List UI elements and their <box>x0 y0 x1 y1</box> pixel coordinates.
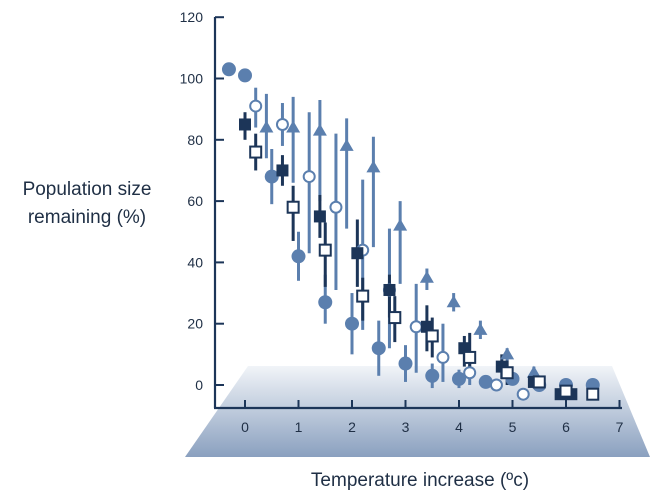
triangle-point <box>526 365 541 378</box>
error-bars-group <box>243 87 536 389</box>
open-square-point <box>425 329 439 343</box>
x-tick-label: 2 <box>348 419 356 435</box>
filled-square-point <box>383 283 396 296</box>
filled-circle-point <box>345 316 359 331</box>
y-tick-label: 40 <box>187 254 203 270</box>
open-square-point <box>388 311 402 325</box>
y-tick-label: 0 <box>195 377 203 393</box>
triangle-point <box>419 270 434 283</box>
open-square-point <box>318 243 332 257</box>
triangle-point <box>339 138 354 151</box>
open-circle-point <box>516 387 530 401</box>
filled-circle-point <box>478 374 493 389</box>
y-axis-title-line-2: remaining (%) <box>27 207 147 228</box>
x-tick-label: 5 <box>509 419 517 435</box>
filled-circle-point <box>238 68 252 83</box>
markers-group <box>221 62 600 401</box>
filled-circle-point <box>398 356 413 371</box>
open-square-point <box>532 375 546 389</box>
y-tick-label: 100 <box>180 71 204 87</box>
filled-square-point <box>276 164 289 177</box>
open-circle-point <box>275 117 289 131</box>
y-axis-title: Population size remaining (%) <box>2 176 172 232</box>
open-square-point <box>463 350 477 364</box>
x-axis-title: Temperature increase (ºc) <box>310 470 530 491</box>
filled-circle-point <box>264 169 279 184</box>
x-tick-label: 6 <box>562 419 570 435</box>
open-square-point <box>356 289 370 303</box>
x-tick-label: 7 <box>616 419 624 435</box>
open-circle-point <box>329 200 343 214</box>
filled-circle-point <box>371 341 386 356</box>
filled-circle-point <box>291 249 306 264</box>
filled-square-point <box>239 118 251 131</box>
chart-floor <box>185 366 650 457</box>
triangle-point <box>500 347 515 360</box>
x-tick-label: 1 <box>295 419 303 435</box>
filled-circle-point <box>425 368 440 383</box>
open-square-point <box>586 387 600 401</box>
y-axis-title-line-1: Population size <box>22 179 152 200</box>
y-tick-label: 80 <box>187 132 203 148</box>
triangle-point <box>473 322 488 335</box>
open-circle-point <box>489 378 503 392</box>
axes-group: 0 20 40 60 80 100 120 0 1 2 3 4 5 6 7 <box>180 9 624 435</box>
triangle-point <box>366 160 381 173</box>
y-tick-label: 20 <box>187 316 203 332</box>
y-tick-label: 120 <box>180 9 204 25</box>
triangle-point <box>393 218 408 231</box>
triangle-point <box>286 120 301 133</box>
open-square-point <box>559 384 573 398</box>
triangle-point <box>259 120 274 133</box>
open-square-point <box>500 366 514 380</box>
open-square-point <box>249 145 263 159</box>
filled-circle-point <box>318 295 333 310</box>
x-tick-label: 0 <box>241 419 249 435</box>
open-circle-point <box>302 170 316 184</box>
open-circle-point <box>436 350 450 364</box>
triangle-point <box>446 295 461 308</box>
filled-square-point <box>313 210 326 223</box>
open-circle-point <box>409 320 423 334</box>
filled-square-point <box>351 247 364 260</box>
triangle-point <box>312 123 327 136</box>
y-tick-label: 60 <box>187 193 203 209</box>
open-square-point <box>286 200 300 214</box>
open-circle-point <box>249 99 263 113</box>
x-tick-label: 3 <box>402 419 410 435</box>
filled-circle-point <box>221 62 236 77</box>
open-circle-point <box>463 366 477 380</box>
filled-circle-point <box>452 371 466 386</box>
x-tick-label: 4 <box>455 419 463 435</box>
